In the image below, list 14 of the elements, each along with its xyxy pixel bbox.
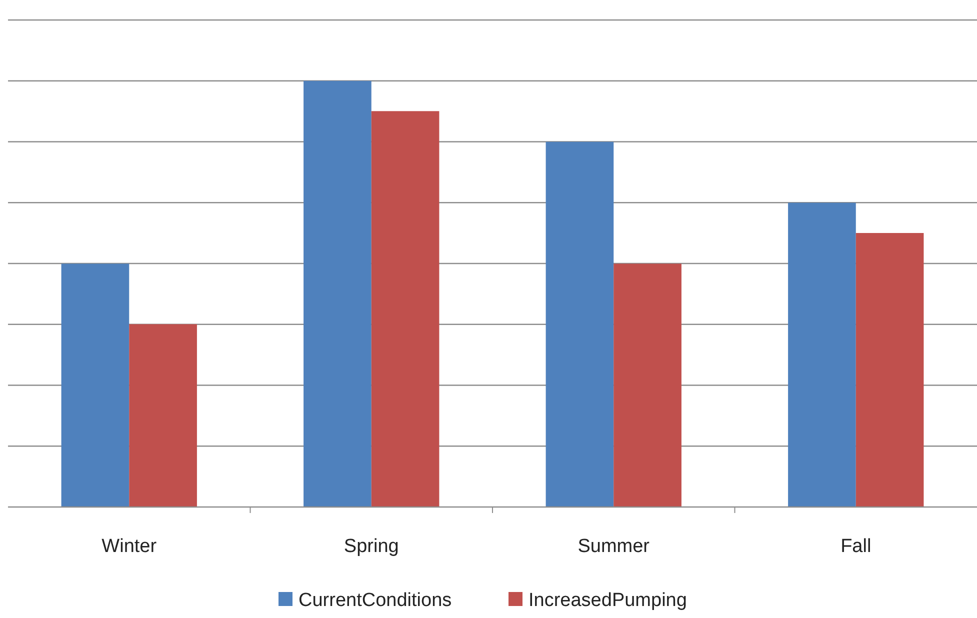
bar	[304, 80, 372, 507]
x-tick-label: Fall	[840, 536, 872, 557]
bar	[129, 324, 197, 507]
legend-label: IncreasedPumping	[528, 590, 687, 611]
x-tick-label: Spring	[344, 536, 399, 557]
bar	[546, 142, 614, 507]
x-tick-label: Winter	[102, 536, 158, 557]
bar	[614, 264, 682, 507]
bar	[788, 202, 856, 507]
bar	[61, 264, 130, 507]
x-tick-label: Summer	[578, 536, 650, 557]
bar	[856, 233, 924, 507]
bar	[371, 111, 440, 507]
legend-label: CurrentConditions	[298, 590, 452, 611]
